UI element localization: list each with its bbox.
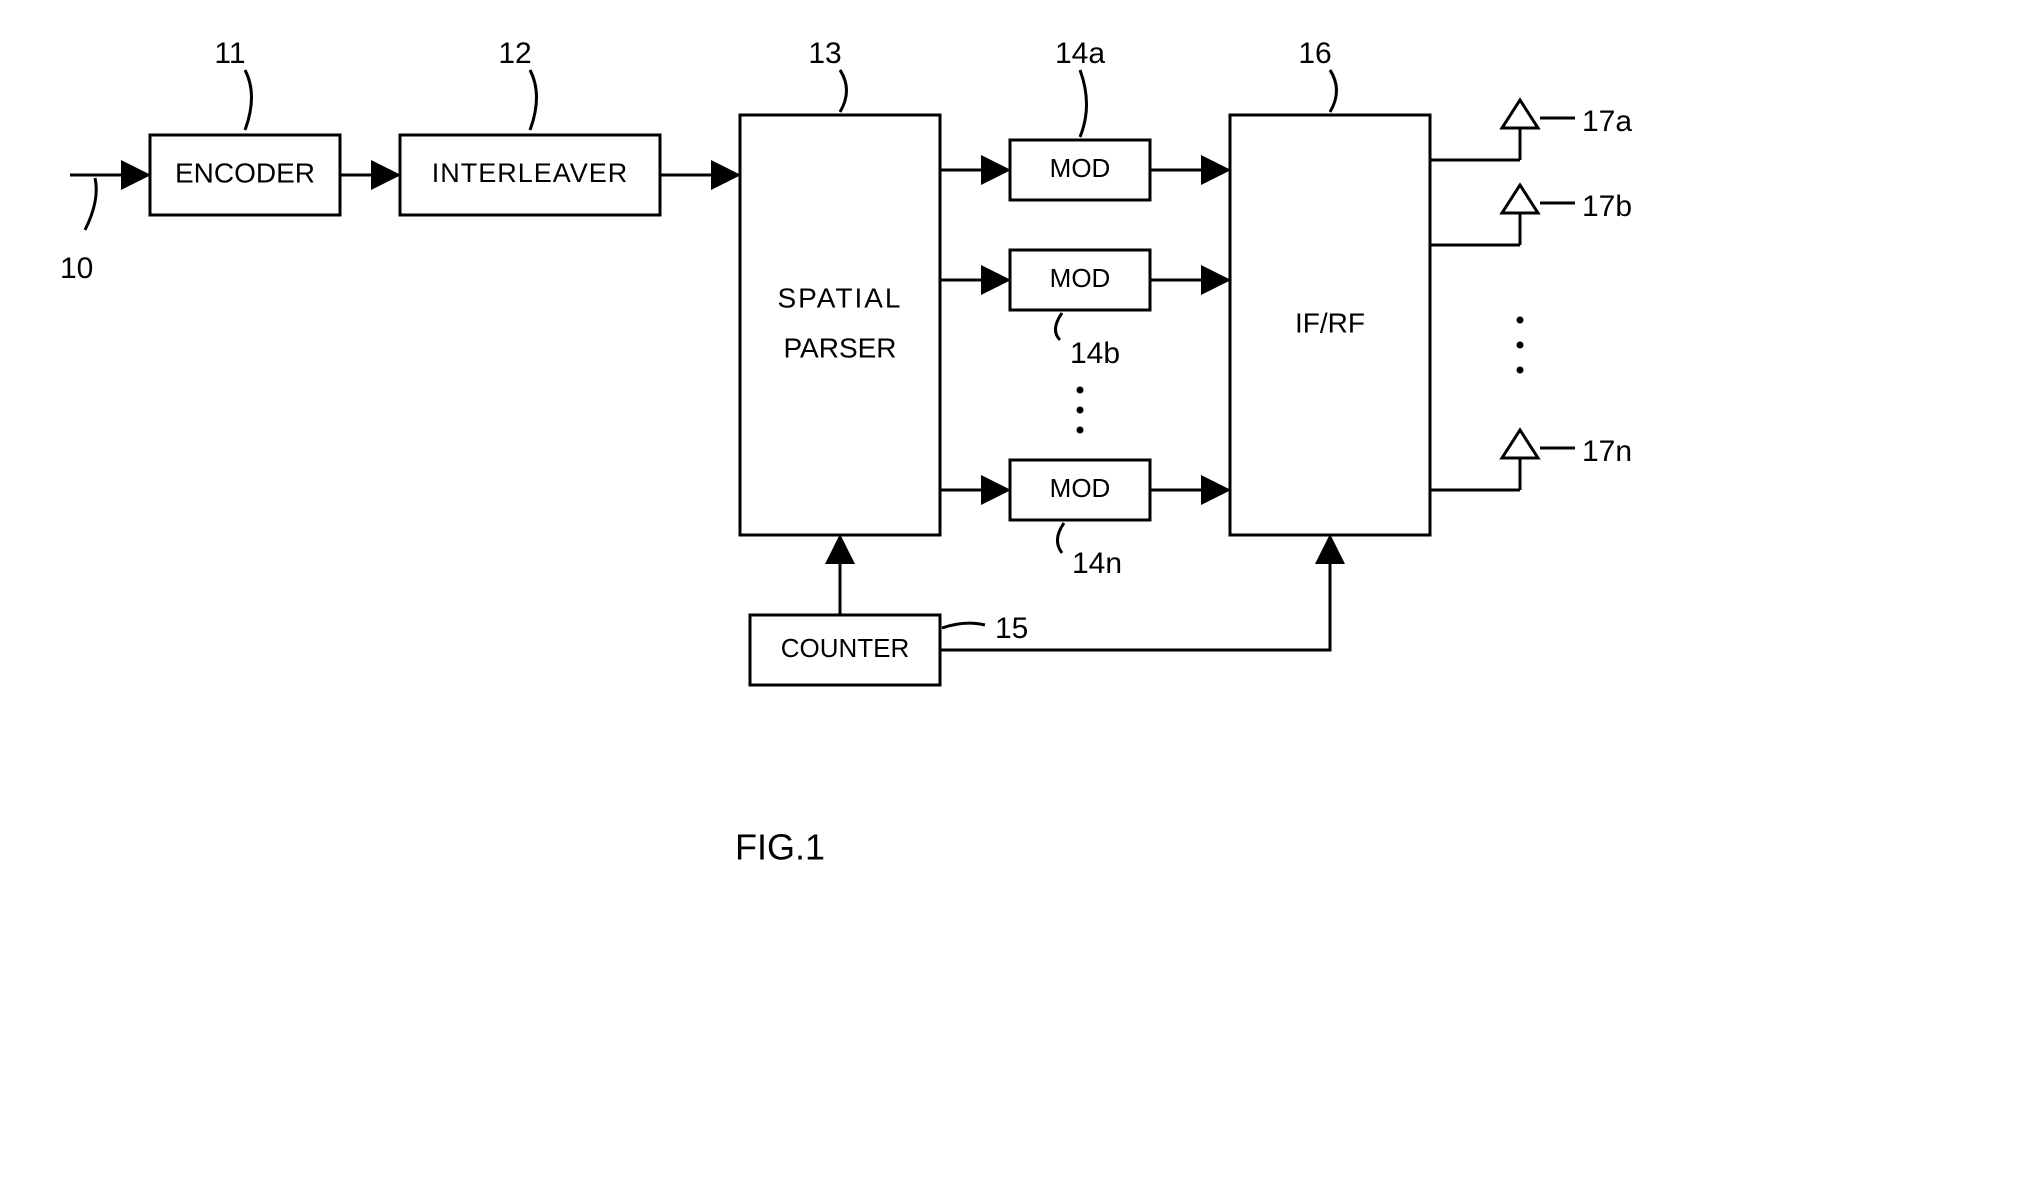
mod-a-label: MOD: [1050, 153, 1111, 183]
ref-15: 15: [995, 612, 1028, 645]
parser-label-2: PARSER: [783, 332, 896, 363]
dots-antenna-icon: [1517, 342, 1524, 349]
ref-leader-10: [85, 178, 96, 230]
ref-17n: 17n: [1582, 435, 1632, 468]
ref-leader-11: [245, 70, 252, 130]
parser-block: [740, 115, 940, 535]
antenna-b-icon: [1502, 185, 1538, 213]
antenna-a-icon: [1502, 100, 1538, 128]
ref-leader-16: [1330, 70, 1337, 112]
ref-leader-15: [942, 623, 985, 628]
ref-leader-12: [530, 70, 537, 130]
block-diagram-svg: 10 ENCODER 11 INTERLEAVER 12 SPATIAL PAR…: [0, 0, 2038, 1203]
ref-11: 11: [214, 37, 245, 70]
ref-17a: 17a: [1582, 105, 1632, 138]
counter-label: COUNTER: [781, 633, 910, 663]
ref-leader-14b: [1055, 313, 1062, 340]
ref-leader-13: [840, 70, 847, 112]
dots-antenna-icon: [1517, 367, 1524, 374]
interleaver-label: INTERLEAVER: [432, 158, 629, 188]
parser-label-1: SPATIAL: [777, 282, 902, 313]
mod-b-label: MOD: [1050, 263, 1111, 293]
ref-16: 16: [1298, 37, 1331, 70]
ref-14a: 14a: [1055, 37, 1105, 70]
ifrf-label: IF/RF: [1295, 307, 1365, 338]
ref-12: 12: [498, 37, 531, 70]
ref-13: 13: [808, 37, 841, 70]
mod-n-label: MOD: [1050, 473, 1111, 503]
figure-title: FIG.1: [735, 827, 825, 868]
dots-antenna-icon: [1517, 317, 1524, 324]
ref-leader-14a: [1080, 70, 1087, 137]
ref-14n: 14n: [1072, 547, 1122, 580]
ref-14b: 14b: [1070, 337, 1120, 370]
dots-mod-icon: [1077, 427, 1084, 434]
ref-10: 10: [60, 252, 93, 285]
ref-17b: 17b: [1582, 190, 1632, 223]
encoder-label: ENCODER: [175, 157, 315, 188]
dots-mod-icon: [1077, 407, 1084, 414]
ref-leader-14n: [1057, 523, 1064, 553]
dots-mod-icon: [1077, 387, 1084, 394]
antenna-n-icon: [1502, 430, 1538, 458]
